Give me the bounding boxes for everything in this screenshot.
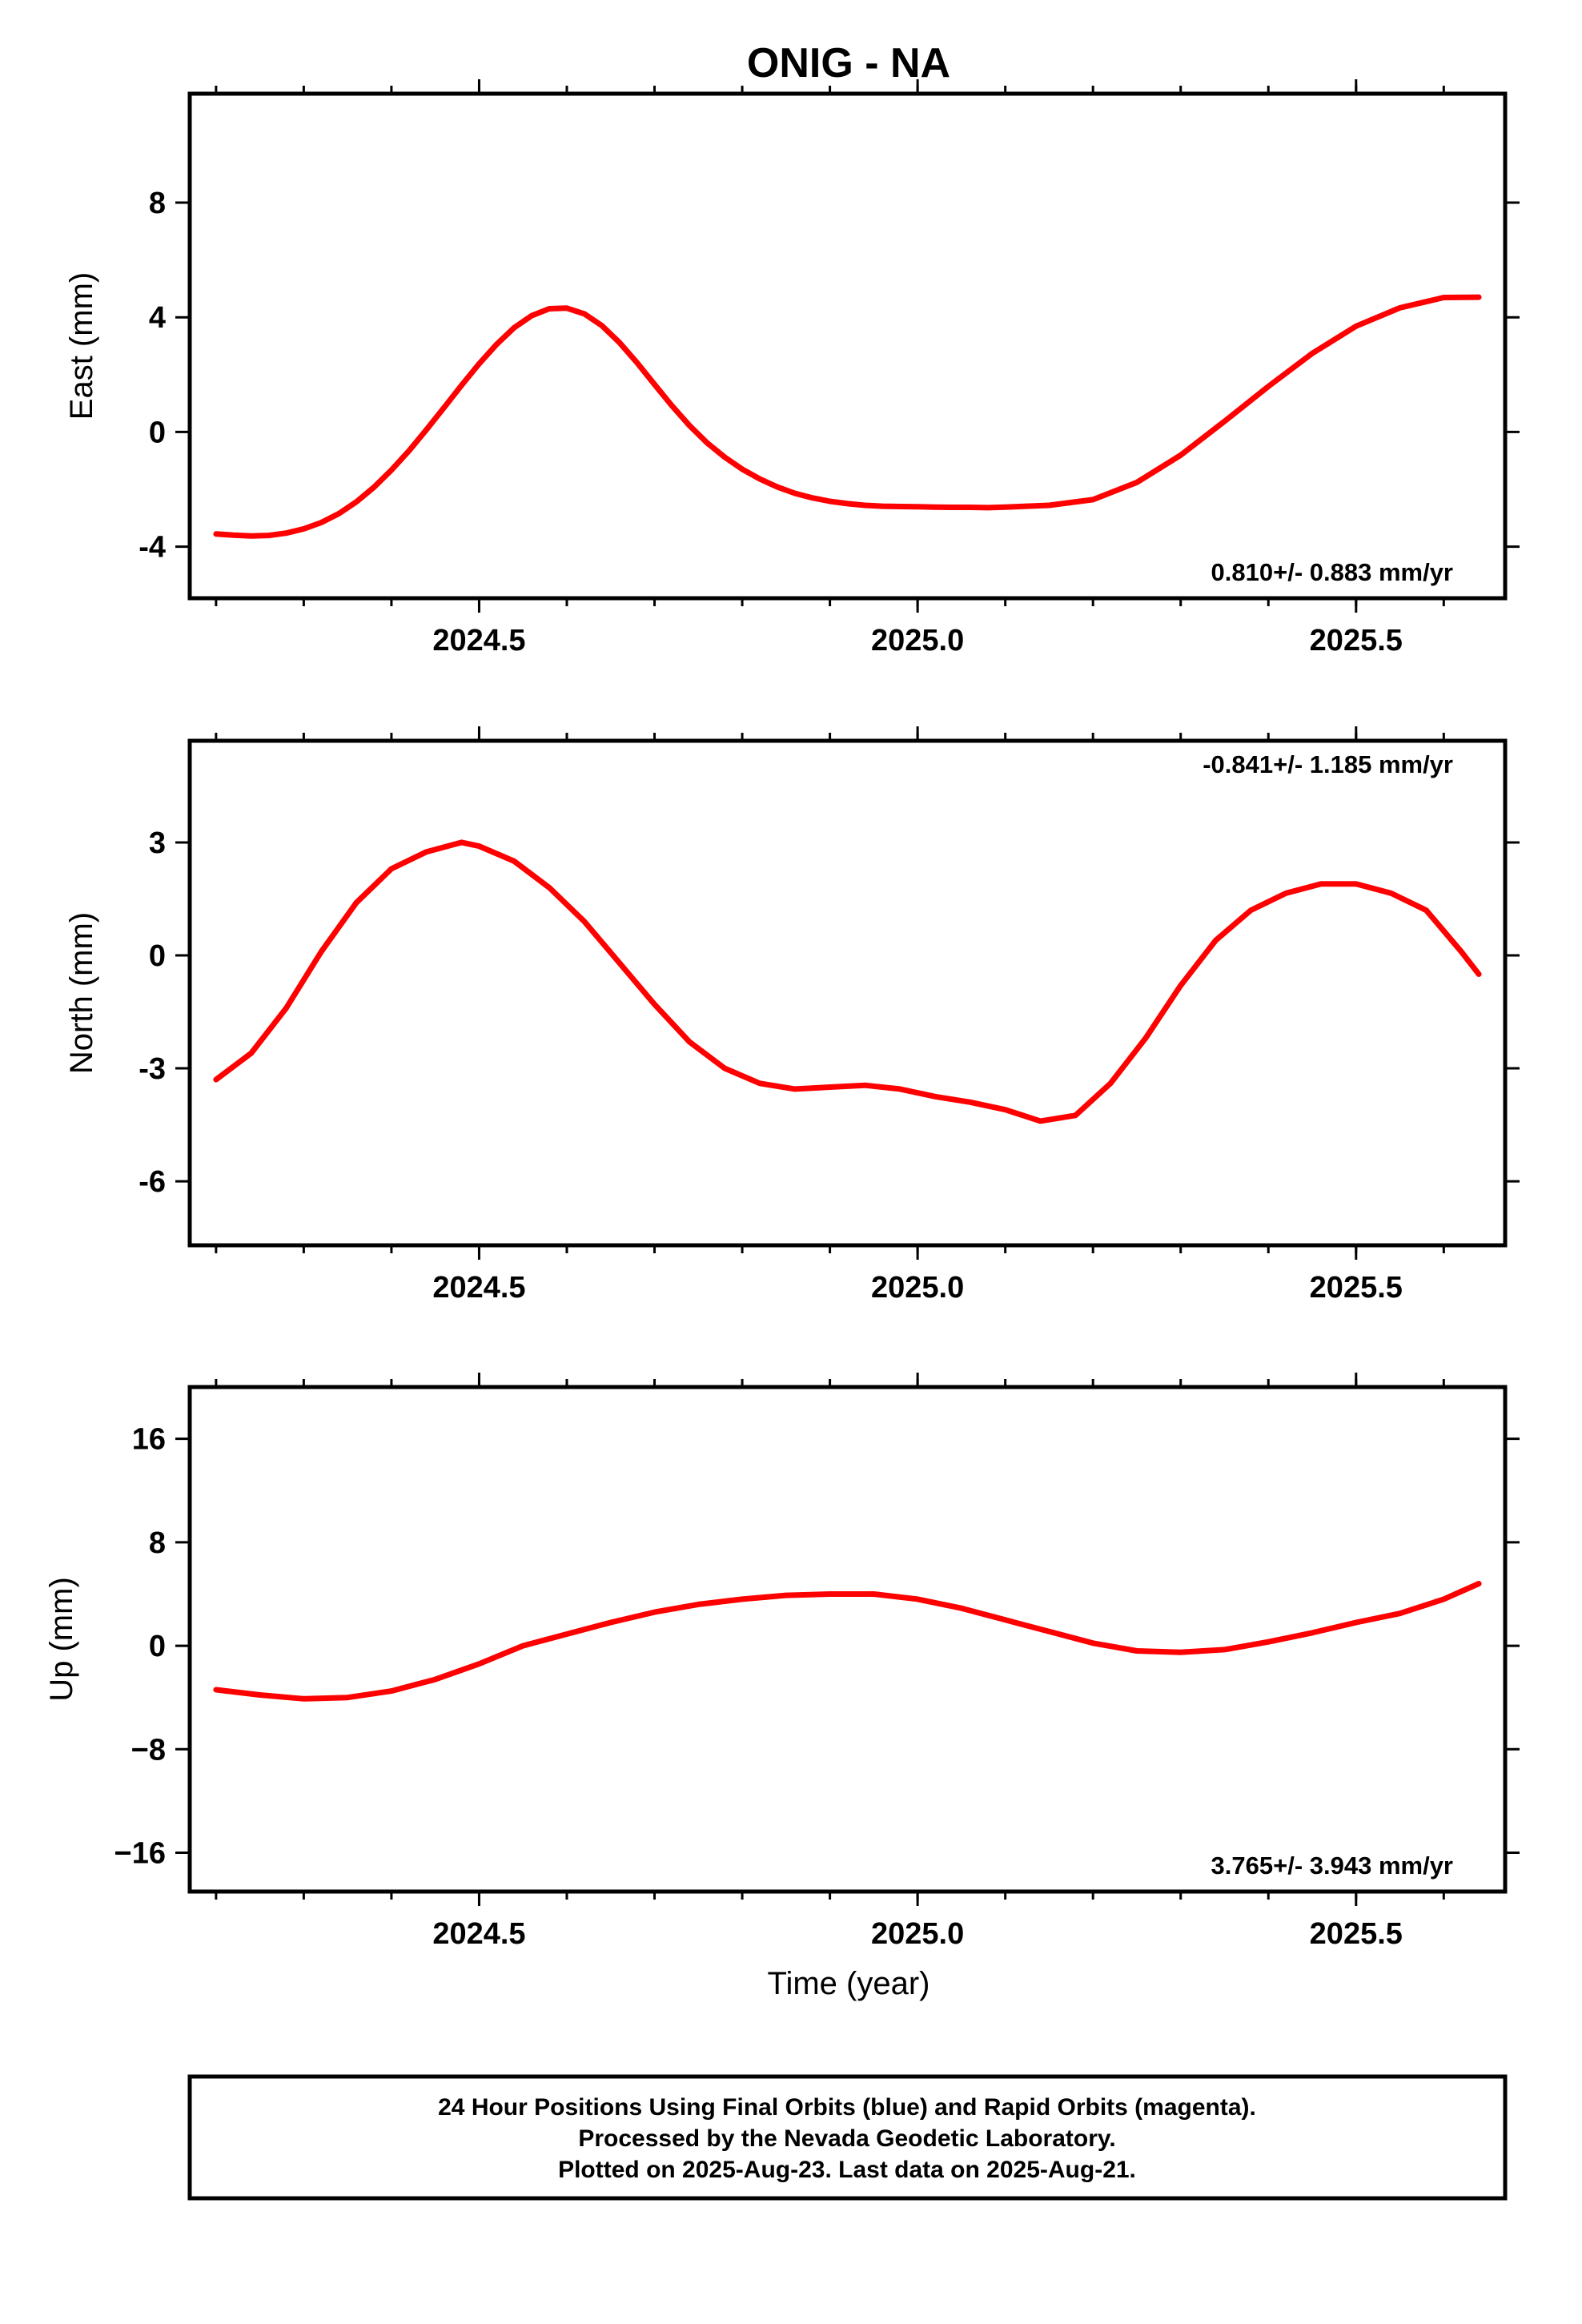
model-fit-line bbox=[213, 294, 1482, 539]
x-tick-label: 2025.0 bbox=[871, 1271, 964, 1305]
x-tick-label: 2025.5 bbox=[1310, 1271, 1403, 1305]
y-tick-label: -3 bbox=[139, 1052, 166, 1086]
y-tick-label: 0 bbox=[149, 416, 166, 449]
velocity-annotation: 0.810+/- 0.883 mm/yr bbox=[1211, 558, 1453, 586]
x-tick-label: 2024.5 bbox=[432, 624, 525, 657]
y-tick-label: 3 bbox=[149, 826, 166, 860]
y-tick-label: 0 bbox=[149, 939, 166, 973]
y-tick-label: 4 bbox=[149, 301, 166, 335]
y-tick-label: 0 bbox=[149, 1630, 166, 1663]
y-axis-label: East (mm) bbox=[64, 272, 99, 420]
y-tick-label: -6 bbox=[139, 1165, 166, 1199]
up-panel: 2024.5 2025.0 2025.5 −16 −8 0 8 16 Up (mm) 3.765+… bbox=[44, 1373, 1520, 1951]
x-tick-label: 2025.5 bbox=[1310, 624, 1403, 657]
east-panel: 2024.5 2025.0 2025.5 -4 0 4 8 East (mm) 0.810+/-… bbox=[64, 79, 1520, 657]
plot-frame bbox=[187, 738, 1508, 1248]
x-axis-label: Time (year) bbox=[768, 1966, 930, 2001]
y-tick-label: -4 bbox=[139, 531, 166, 565]
footer-line-2: Processed by the Nevada Geodetic Laborat… bbox=[578, 2125, 1115, 2152]
model-fit-line bbox=[213, 839, 1482, 1124]
y-tick-label: 8 bbox=[149, 1526, 166, 1560]
footer-line-3: Plotted on 2025-Aug-23. Last data on 202… bbox=[558, 2157, 1136, 2183]
x-tick-label: 2025.0 bbox=[871, 1917, 964, 1951]
model-fit-line bbox=[213, 1581, 1482, 1702]
y-tick-label: 8 bbox=[149, 187, 166, 220]
velocity-annotation: 3.765+/- 3.943 mm/yr bbox=[1211, 1852, 1453, 1880]
x-tick-label: 2025.5 bbox=[1310, 1917, 1403, 1951]
y-tick-label: −16 bbox=[114, 1837, 166, 1871]
y-tick-label: 16 bbox=[132, 1423, 166, 1457]
plot-frame bbox=[187, 1385, 1508, 1894]
x-tick-label: 2024.5 bbox=[432, 1917, 525, 1951]
plot-frame bbox=[187, 91, 1508, 601]
y-axis-label: North (mm) bbox=[64, 912, 99, 1074]
x-tick-label: 2024.5 bbox=[432, 1271, 525, 1305]
figure-title: ONIG - NA bbox=[747, 40, 950, 86]
footer-line-1: 24 Hour Positions Using Final Orbits (bl… bbox=[438, 2094, 1256, 2121]
y-axis-label: Up (mm) bbox=[44, 1577, 79, 1702]
north-panel: 2024.5 2025.0 2025.5 -6 -3 0 3 North (mm) -0.841… bbox=[64, 726, 1520, 1305]
footer-box: 24 Hour Positions Using Final Orbits (bl… bbox=[187, 2074, 1508, 2201]
y-tick-label: −8 bbox=[131, 1733, 166, 1767]
velocity-annotation: -0.841+/- 1.185 mm/yr bbox=[1203, 750, 1453, 778]
x-tick-label: 2025.0 bbox=[871, 624, 964, 657]
